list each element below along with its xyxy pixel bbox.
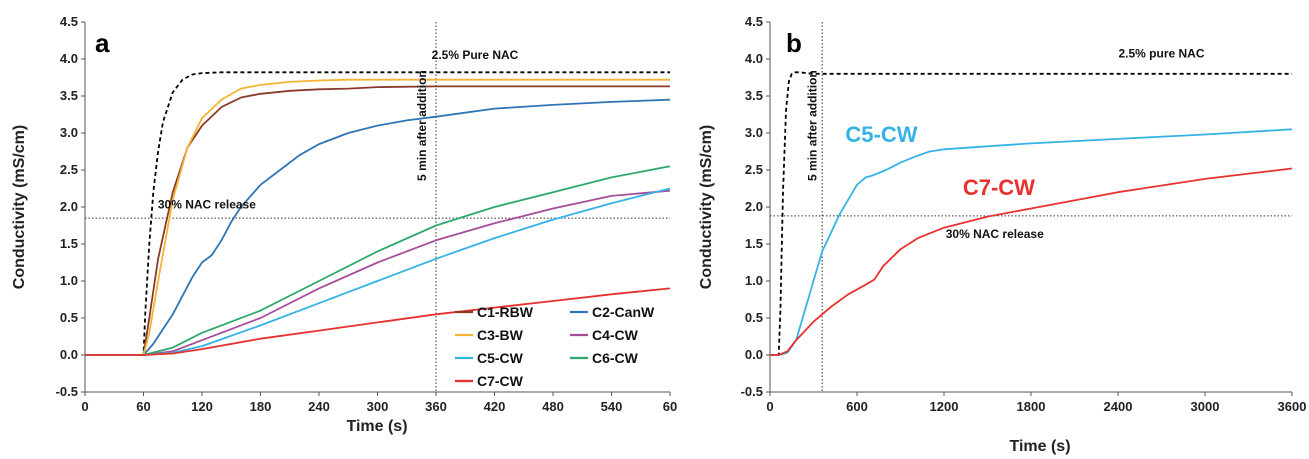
legend-label: C3-BW	[477, 327, 524, 343]
legend: C1-RBW C2-CanW C3-BW C4-CW C5-CW C6-CW C7-CW	[455, 304, 655, 389]
x-tick-label: 3000	[1191, 399, 1220, 414]
y-tick-label: 2.5	[745, 162, 763, 177]
y-tick-label: 0.0	[60, 347, 78, 362]
x-tick-label: 420	[484, 399, 506, 414]
x-tick-label: 300	[367, 399, 389, 414]
series-label-c5-cw: C5-CW	[845, 122, 917, 147]
y-tick-label: -0.5	[56, 384, 78, 399]
legend-label: C5-CW	[477, 350, 524, 366]
y-tick-label: 2.5	[60, 162, 78, 177]
y-tick-label: 3.5	[60, 88, 78, 103]
x-tick-label: 3600	[1278, 399, 1307, 414]
y-tick-label: 0.5	[60, 310, 78, 325]
legend-label: C6-CW	[592, 350, 639, 366]
x-axis-title: Time (s)	[346, 418, 407, 435]
series-line-pure-nac	[85, 71, 670, 356]
y-tick-label: 0.0	[745, 347, 763, 362]
x-tick-label: 120	[191, 399, 213, 414]
annotation-5-min: 5 min after addition	[805, 70, 819, 181]
y-tick-label: 1.5	[60, 236, 78, 251]
series-line-pure-nac	[770, 71, 1292, 356]
x-tick-label: 0	[766, 399, 773, 414]
y-tick-label: 4.0	[745, 51, 763, 66]
annotation-label: 30% NAC release	[946, 227, 1044, 241]
y-tick-label: 4.0	[60, 51, 78, 66]
legend-label: C4-CW	[592, 327, 639, 343]
y-tick-label: 4.5	[745, 14, 763, 29]
legend-label: C1-RBW	[477, 304, 534, 320]
y-tick-label: 1.5	[745, 236, 763, 251]
series-line-c1-rbw	[85, 85, 670, 356]
series-line-c7-cw	[85, 287, 671, 356]
x-tick-label: 1800	[1017, 399, 1046, 414]
x-tick-label: 60	[663, 399, 677, 414]
y-tick-label: -0.5	[741, 384, 763, 399]
legend-label: C2-CanW	[592, 304, 655, 320]
y-tick-label: 2.0	[60, 199, 78, 214]
panel-letter: b	[786, 28, 802, 58]
y-axis-title: Conductivity (mS/cm)	[698, 125, 715, 289]
legend-label: C7-CW	[477, 373, 524, 389]
annotation-label: 30% NAC release	[158, 197, 256, 211]
x-tick-label: 360	[425, 399, 447, 414]
x-tick-label: 540	[601, 399, 623, 414]
annotation-5-min: 5 min after addition	[415, 70, 429, 181]
y-tick-label: 0.5	[745, 310, 763, 325]
y-tick-label: 1.0	[745, 273, 763, 288]
y-tick-label: 1.0	[60, 273, 78, 288]
panel-letter: a	[95, 28, 110, 58]
series-line-c5-cw	[770, 128, 1293, 356]
chart-panel-b: -0.5 0.0 0.5 1.0 1.5 2.0 2.5 3.0 3.5 4.0 4.5 0 600 12…	[698, 14, 1306, 455]
series-label-c7-cw: C7-CW	[963, 175, 1035, 200]
series-line-c6-cw	[85, 165, 671, 356]
annotation-label: 2.5% pure NAC	[1118, 47, 1204, 61]
x-tick-label: 0	[81, 399, 88, 414]
y-axis-title: Conductivity (mS/cm)	[11, 125, 28, 289]
series-line-c4-cw	[85, 189, 671, 356]
x-tick-label: 180	[250, 399, 272, 414]
x-tick-label: 600	[846, 399, 868, 414]
x-axis-title: Time (s)	[1009, 438, 1070, 455]
y-tick-label: 3.0	[60, 125, 78, 140]
series-line-c2-canw	[85, 98, 671, 356]
x-tick-label: 480	[542, 399, 564, 414]
series-line-c5-cw	[85, 187, 671, 356]
x-tick-label: 2400	[1104, 399, 1133, 414]
series-line-c7-cw	[770, 167, 1293, 356]
chart-panel-a: -0.5 0.0 0.5 1.0 1.5 2.0 2.5 3.0 3.5 4.0 4.5 0 60 120…	[11, 14, 677, 435]
y-tick-label: 2.0	[745, 199, 763, 214]
x-tick-label: 1200	[930, 399, 959, 414]
y-tick-label: 3.0	[745, 125, 763, 140]
annotation-label: 2.5% Pure NAC	[432, 48, 519, 62]
x-tick-label: 240	[308, 399, 330, 414]
series-line-c3-bw	[85, 78, 670, 356]
x-tick-label: 60	[136, 399, 150, 414]
y-tick-label: 4.5	[60, 14, 78, 29]
y-tick-label: 3.5	[745, 88, 763, 103]
